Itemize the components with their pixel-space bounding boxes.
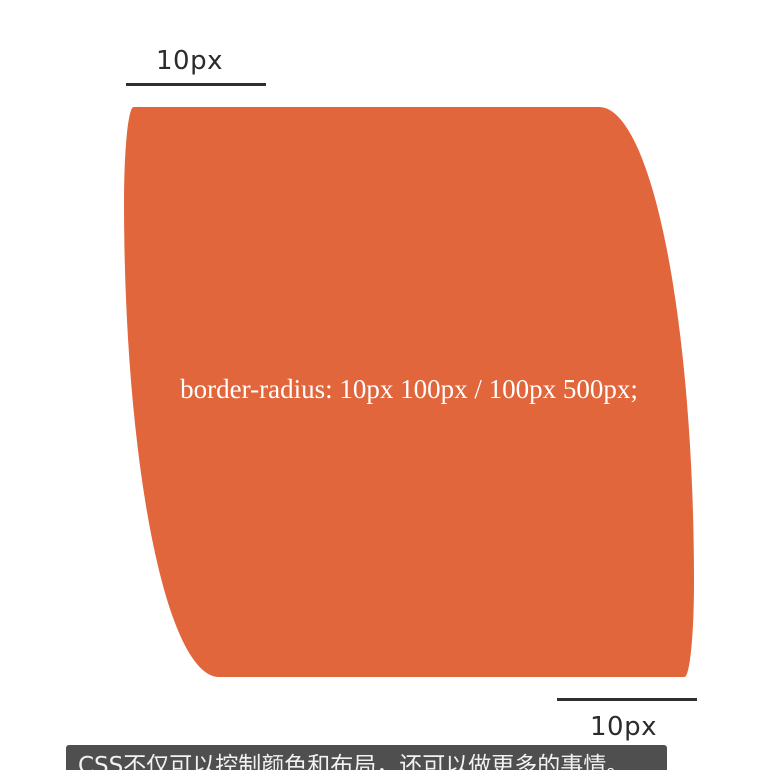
shape-label: border-radius: 10px 100px / 100px 500px;	[180, 373, 638, 404]
subtitle-caption: CSS不仅可以控制颜色和布局，还可以做更多的事情。	[66, 745, 667, 770]
subtitle-text: CSS不仅可以控制颜色和布局，还可以做更多的事情。	[78, 753, 630, 770]
border-radius-shape: border-radius: 10px 100px / 100px 500px;	[124, 107, 694, 677]
bottom-dimension-label: 10px	[590, 712, 657, 742]
top-dimension-line	[126, 83, 266, 86]
top-dimension-label: 10px	[156, 46, 223, 76]
bottom-dimension-line	[557, 698, 697, 701]
